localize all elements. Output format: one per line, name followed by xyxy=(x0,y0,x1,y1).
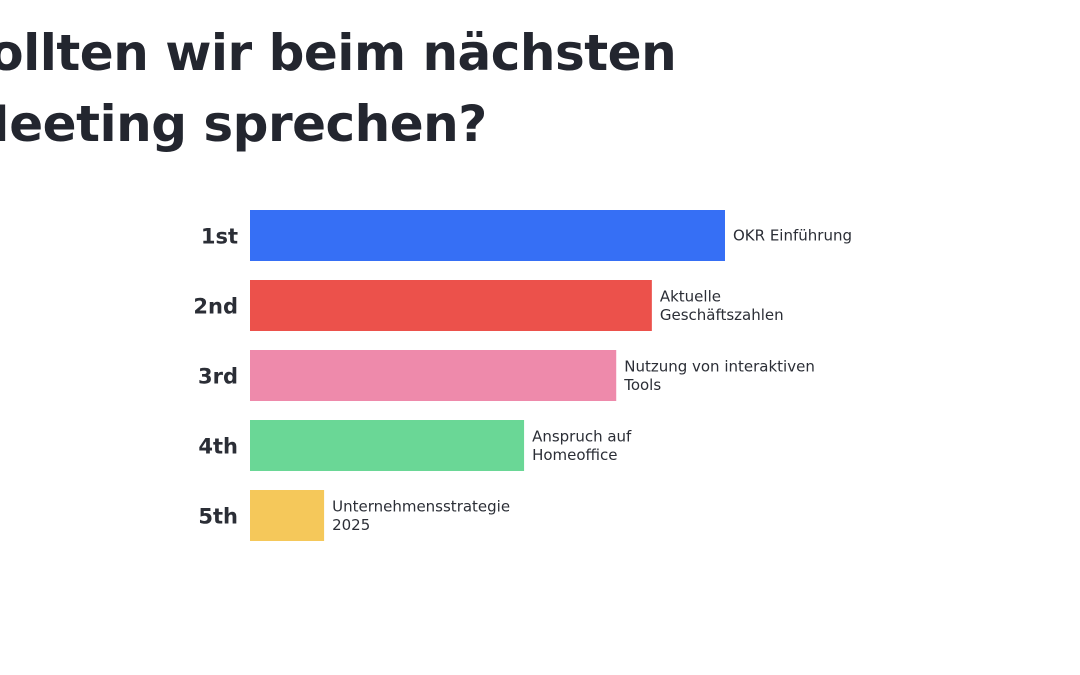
ranking-bar xyxy=(250,210,725,261)
option-label: Tools xyxy=(623,376,661,394)
option-label: Anspruch auf xyxy=(532,427,632,445)
option-label: Unternehmensstrategie xyxy=(332,497,510,515)
ranking-bar xyxy=(250,490,325,541)
option-label: Homeoffice xyxy=(532,446,617,464)
option-label: Nutzung von interaktiven xyxy=(624,357,815,375)
option-label: Aktuelle xyxy=(660,287,721,305)
option-label: Geschäftszahlen xyxy=(660,306,784,324)
ranking-bar xyxy=(250,420,525,471)
option-label: 2025 xyxy=(332,516,370,534)
option-label: OKR Einführung xyxy=(733,227,852,245)
ranking-bar xyxy=(250,280,652,331)
rank-label: 2nd xyxy=(193,295,238,319)
rank-label: 4th xyxy=(198,435,238,459)
ranking-bar xyxy=(250,350,617,401)
rank-label: 1st xyxy=(201,225,238,249)
question-title: sollten wir beim nächsten Meeting sprech… xyxy=(0,24,677,153)
rank-label: 3rd xyxy=(198,365,238,389)
rank-label: 5th xyxy=(198,505,238,529)
